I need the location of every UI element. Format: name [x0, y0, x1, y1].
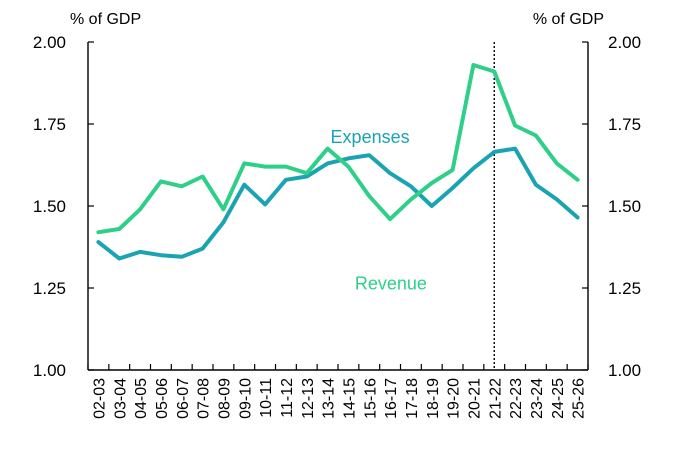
x-tick-label: 07-08 [196, 378, 213, 419]
right-y-tick-label: 1.75 [608, 115, 641, 134]
x-tick-label: 25-26 [571, 378, 588, 419]
x-tick-label: 17-18 [404, 378, 421, 419]
left-y-tick-label: 1.00 [33, 361, 66, 380]
axes: 1.00 1.00 1.25 1.25 1.50 1.50 1.75 1.75 2.00 2.00… [33, 33, 641, 419]
x-tick-label: 11-12 [279, 378, 296, 418]
x-tick-label: 18-19 [425, 378, 442, 419]
x-tick-label: 14-15 [341, 378, 358, 419]
x-tick-label: 15-16 [362, 378, 379, 419]
expenses-line [96, 146, 580, 261]
x-tick-label: 23-24 [529, 378, 546, 419]
x-tick-label: 16-17 [383, 378, 400, 419]
x-tick-label: 06-07 [175, 378, 192, 419]
x-tick-label: 20-21 [466, 378, 483, 419]
right-y-tick-label: 1.00 [608, 361, 641, 380]
x-tick-label: 21-22 [487, 378, 504, 419]
x-tick-label: 04-05 [133, 378, 150, 419]
left-y-tick-label: 1.50 [33, 197, 66, 216]
left-axis-unit: % of GDP [70, 11, 141, 28]
x-tick-label: 10-11 [258, 378, 275, 418]
right-axis-unit: % of GDP [533, 11, 604, 28]
left-y-tick-label: 2.00 [33, 33, 66, 52]
x-tick-label: 13-14 [321, 378, 338, 419]
x-tick-label: 09-10 [237, 378, 254, 419]
left-y-tick-label: 1.75 [33, 115, 66, 134]
series-group [96, 63, 580, 261]
x-tick-label: 02-03 [91, 378, 108, 419]
right-y-tick-label: 2.00 [608, 33, 641, 52]
x-tick-label: 05-06 [154, 378, 171, 419]
left-y-tick-label: 1.25 [33, 279, 66, 298]
x-tick-label: 03-04 [112, 378, 129, 419]
revenue-line [96, 63, 580, 235]
revenue-label: Revenue [355, 273, 427, 293]
x-tick-label: 22-23 [508, 378, 525, 419]
expenses-label: Expenses [331, 127, 410, 147]
x-tick-label: 19-20 [446, 378, 463, 419]
series-labels: Expenses Revenue [331, 127, 427, 293]
right-y-tick-label: 1.25 [608, 279, 641, 298]
x-tick-label: 12-13 [300, 378, 317, 419]
right-y-tick-label: 1.50 [608, 197, 641, 216]
x-tick-label: 24-25 [550, 378, 567, 419]
x-tick-label: 08-09 [216, 378, 233, 419]
